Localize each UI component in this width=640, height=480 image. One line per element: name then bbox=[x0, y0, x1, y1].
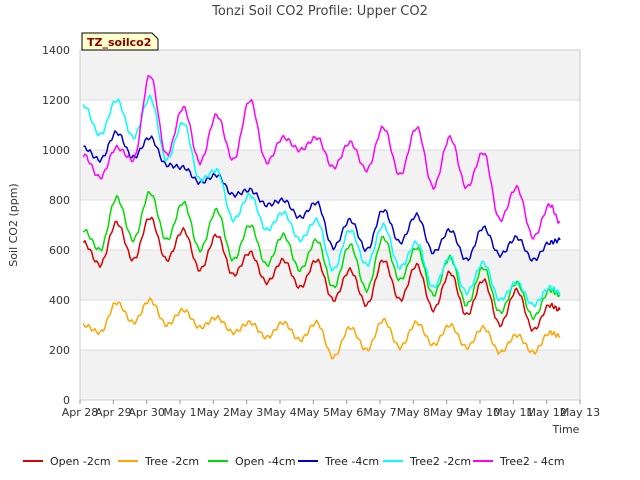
x-tick-label: Apr 30 bbox=[128, 406, 165, 419]
legend-label: Tree2 - 4cm bbox=[499, 455, 565, 468]
legend-label: Tree -4cm bbox=[324, 455, 379, 468]
legend-label: Tree2 -2cm bbox=[409, 455, 471, 468]
y-tick-label: 1000 bbox=[42, 144, 70, 157]
x-tick-label: May 8 bbox=[397, 406, 430, 419]
legend: Open -2cm Tree -2cm Open -4cm Tree -4cm Tree… bbox=[23, 455, 565, 468]
series-line-tree-2cm bbox=[82, 297, 561, 360]
grid-band bbox=[80, 150, 580, 200]
series-line-tree2-2cm bbox=[82, 94, 561, 308]
x-tick-label: Apr 28 bbox=[62, 406, 99, 419]
x-tick-label: May 7 bbox=[363, 406, 396, 419]
x-axis-title: Time bbox=[552, 423, 580, 436]
x-tick-label: May 9 bbox=[430, 406, 463, 419]
series-line-open-4cm bbox=[82, 190, 561, 321]
plot-area bbox=[79, 49, 581, 401]
badge-box bbox=[81, 32, 159, 51]
legend-label: Open -2cm bbox=[50, 455, 111, 468]
x-tick-label: May 2 bbox=[197, 406, 230, 419]
y-tick-label: 400 bbox=[49, 294, 70, 307]
y-tick-label: 800 bbox=[49, 194, 70, 207]
y-tick-label: 600 bbox=[49, 244, 70, 257]
series-line-open-2cm bbox=[82, 216, 561, 332]
series-line-tree2-4cm bbox=[82, 74, 561, 240]
y-tick-label: 0 bbox=[63, 394, 70, 407]
x-tick-label: May 6 bbox=[330, 406, 363, 419]
x-tick-label: May 12 bbox=[527, 406, 567, 419]
grid-band bbox=[80, 50, 580, 100]
x-tick-label: May 1 bbox=[163, 406, 196, 419]
series-line-tree-4cm bbox=[83, 130, 561, 262]
y-tick-label: 200 bbox=[49, 344, 70, 357]
grid-band bbox=[80, 350, 580, 400]
y-axis: 0 200 400 600 800 1000 1200 1400 bbox=[42, 44, 70, 407]
legend-label: Open -4cm bbox=[235, 455, 296, 468]
x-tick-label: May 5 bbox=[297, 406, 330, 419]
x-tick-label: May 13 bbox=[560, 406, 600, 419]
x-tick-label: Apr 29 bbox=[95, 406, 132, 419]
badge-label: TZ_soilco2 bbox=[87, 36, 151, 49]
site-badge: TZ_soilco2 bbox=[81, 32, 159, 51]
background-bands bbox=[80, 50, 580, 400]
y-axis-title: Soil CO2 (ppm) bbox=[7, 183, 20, 266]
chart-title: Tonzi Soil CO2 Profile: Upper CO2 bbox=[211, 4, 428, 19]
grid-band bbox=[80, 250, 580, 300]
legend-label: Tree -2cm bbox=[144, 455, 199, 468]
x-tick-label: May 3 bbox=[230, 406, 263, 419]
y-tick-label: 1400 bbox=[42, 44, 70, 57]
series-lines bbox=[82, 74, 561, 360]
x-tick-label: May 10 bbox=[460, 406, 500, 419]
x-tick-label: May 11 bbox=[493, 406, 533, 419]
y-tick-label: 1200 bbox=[42, 94, 70, 107]
x-tick-label: May 4 bbox=[263, 406, 296, 419]
